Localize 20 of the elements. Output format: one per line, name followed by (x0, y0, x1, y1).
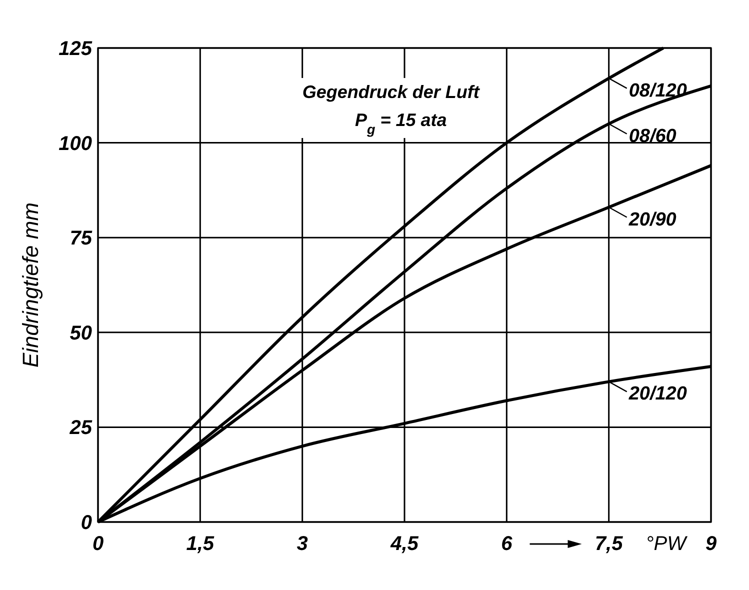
legend-label: 08/120 (628, 80, 688, 102)
x-tick-label: 3 (296, 533, 308, 555)
y-axis-title: Eindringtiefe mm (18, 202, 43, 368)
legend-label: 08/60 (628, 126, 677, 147)
y-tick-label: 100 (58, 132, 92, 155)
x-tick-label: 1,5 (186, 533, 215, 555)
y-tick-label: 25 (68, 417, 93, 440)
y-tick-label: 75 (70, 228, 93, 250)
y-tick-label: 0 (80, 512, 92, 534)
x-tick-label: 6 (501, 533, 514, 555)
x-axis-title: °PW (646, 533, 688, 555)
y-tick-label: 50 (70, 322, 92, 344)
legend-label: 20/90 (628, 209, 677, 230)
legend-label: 20/120 (628, 384, 688, 405)
annotation: Gegendruck der Luft (302, 82, 480, 102)
x-tick-label: 9 (705, 533, 718, 555)
x-tick-label: 7,5 (594, 533, 624, 555)
x-tick-label: 4,5 (390, 533, 420, 555)
y-tick-label: 125 (58, 38, 93, 60)
annotation: P$_{g}$ = 15 ata (354, 110, 447, 136)
